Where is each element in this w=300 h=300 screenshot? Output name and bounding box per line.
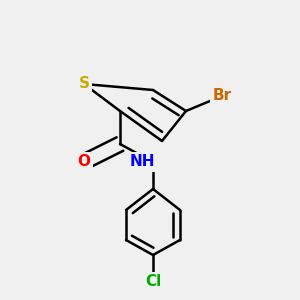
- Text: Br: Br: [212, 88, 232, 104]
- Text: Cl: Cl: [145, 274, 161, 290]
- Text: O: O: [77, 154, 91, 169]
- Text: NH: NH: [130, 154, 155, 169]
- Text: S: S: [79, 76, 89, 92]
